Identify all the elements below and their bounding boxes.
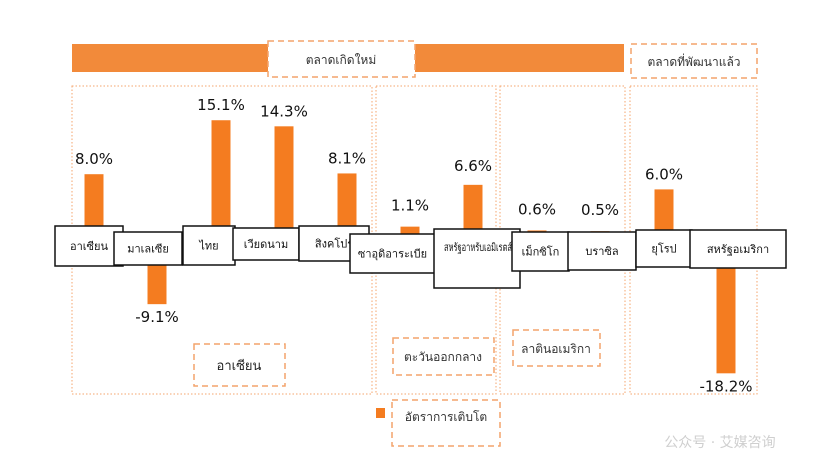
bar-5 — [337, 173, 357, 235]
watermark: 公众号 · 艾媒咨询 — [664, 435, 775, 451]
emerging-label-box — [267, 40, 416, 78]
legend-label: อัตราการเติบโต — [405, 410, 487, 424]
category-label-10: ยุโรป — [651, 242, 676, 256]
bar-10 — [654, 189, 674, 235]
value-label-1: 8.0% — [75, 150, 113, 168]
category-label-6: ซาอุดิอาระเบีย — [358, 248, 427, 261]
category-box-border — [689, 229, 787, 269]
category-box-2: มาเลเซีย — [113, 231, 183, 266]
legend: อัตราการเติบโต — [376, 399, 501, 447]
group-box-latin-america — [512, 329, 601, 367]
category-box-border — [54, 225, 124, 267]
value-label-11: -18.2% — [699, 377, 752, 395]
bar-3 — [211, 120, 231, 235]
category-box-border — [232, 227, 300, 261]
group-labels: อาเซียน ตะวันออกกลาง ลาตินอเมริกา — [193, 329, 601, 387]
category-label-8: เม็กซิโก — [522, 245, 560, 259]
category-box-border — [635, 229, 693, 268]
category-box-4: เวียดนาม — [232, 227, 300, 261]
value-label-5: 8.1% — [328, 149, 366, 167]
category-label-7: สหรัฐอาหรับเอมิเรตส์ — [444, 241, 512, 254]
bar-4 — [274, 126, 294, 235]
value-label-10: 6.0% — [645, 165, 683, 183]
emerging-label: ตลาดเกิดใหม่ — [306, 53, 377, 67]
group-box-asean — [193, 343, 286, 387]
value-label-6: 1.1% — [391, 197, 429, 215]
value-labels: 8.0% -9.1% 15.1% 14.3% 8.1% 1.1% 6.6% 0.6% 0.5% 6… — [75, 96, 753, 395]
bar-7 — [463, 184, 483, 235]
value-label-7: 6.6% — [454, 157, 492, 175]
category-box-6: ซาอุดิอาระเบีย — [349, 233, 436, 274]
bar-6 — [400, 226, 420, 235]
legend-box — [391, 399, 501, 447]
category-box-7: สหรัฐอาหรับเอมิเรตส์ — [433, 228, 521, 289]
category-label-1: อาเซียน — [70, 240, 108, 253]
bar-1 — [84, 174, 104, 235]
category-box-8: เม็กซิโก — [511, 231, 570, 272]
group-label-asean: อาเซียน — [217, 358, 262, 374]
group-box-middle-east — [392, 337, 495, 376]
group-label-latin-america: ลาตินอเมริกา — [521, 342, 591, 356]
category-label-9: บราซิล — [585, 245, 618, 258]
category-box-border — [182, 225, 236, 266]
group-label-middle-east: ตะวันออกกลาง — [404, 350, 482, 364]
bar-11 — [716, 235, 736, 374]
category-label-3: ไทย — [198, 240, 218, 253]
developed-label: ตลาดที่พัฒนาแล้ว — [647, 53, 740, 69]
value-label-3: 15.1% — [197, 96, 245, 114]
category-label-11: สหรัฐอเมริกา — [707, 243, 769, 256]
category-box-3: ไทย — [182, 225, 236, 266]
category-label-2: มาเลเซีย — [127, 243, 169, 256]
developed-label-box — [630, 43, 758, 79]
category-box-border — [113, 231, 183, 266]
value-label-9: 0.5% — [581, 201, 619, 219]
category-box-9: บราซิล — [567, 231, 637, 271]
category-boxes: อาเซียน มาเลเซีย ไทย เวียดนาม สิงคโปร์ซาอุดิ… — [54, 225, 787, 289]
value-label-8: 0.6% — [518, 200, 556, 218]
header-band: ตลาดเกิดใหม่ ตลาดที่พัฒนาแล้ว — [72, 40, 758, 79]
category-label-4: เวียดนาม — [244, 238, 288, 251]
legend-swatch — [376, 408, 385, 418]
value-label-2: -9.1% — [135, 308, 179, 326]
category-box-10: ยุโรป — [635, 229, 693, 268]
category-label-5: สิงคโปร์ — [315, 237, 354, 251]
value-label-4: 14.3% — [260, 102, 308, 120]
category-box-border — [567, 231, 637, 271]
category-box-border — [433, 228, 521, 289]
category-box-border — [349, 233, 436, 274]
category-box-1: อาเซียน — [54, 225, 124, 267]
category-box-11: สหรัฐอเมริกา — [689, 229, 787, 269]
